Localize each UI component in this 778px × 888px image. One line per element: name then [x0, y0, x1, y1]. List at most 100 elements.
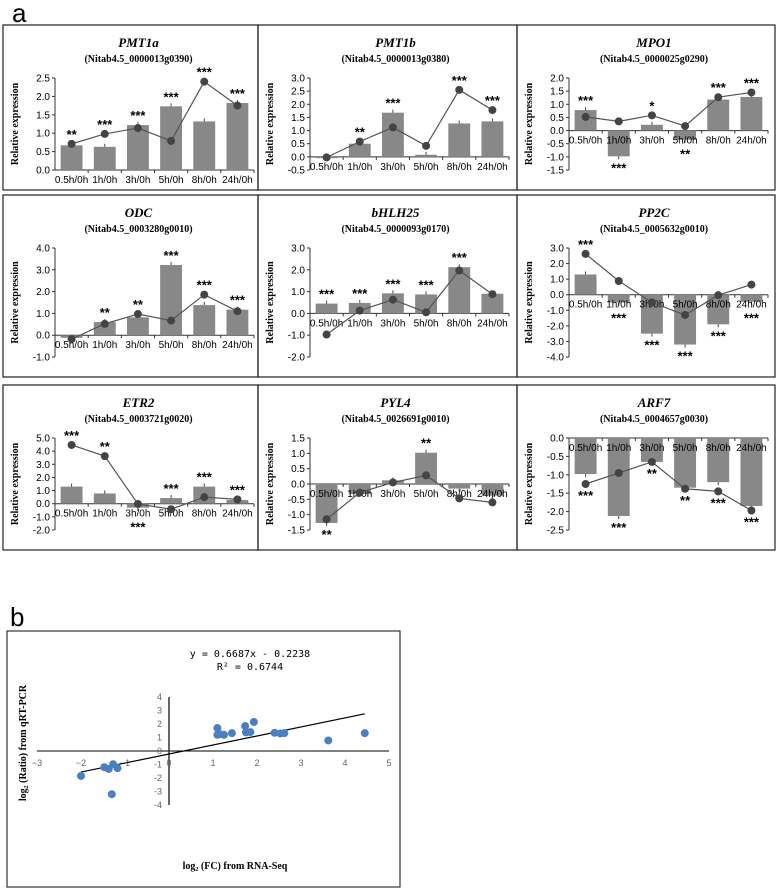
- y-axis-label: Relative expression: [265, 261, 276, 344]
- rnaseq-point: [714, 291, 723, 300]
- y-axis-label: Relative expression: [524, 442, 535, 525]
- significance-label: ***: [611, 311, 627, 326]
- x-axis-label: log₂ (FC) from RNA-Seq: [183, 861, 288, 872]
- x-tick-label: 8h/0h: [192, 340, 217, 351]
- y-tick-label: 1.0: [291, 449, 305, 460]
- rnaseq-line: [326, 269, 493, 336]
- significance-label: ***: [744, 514, 760, 529]
- y-tick-label: -1.0: [547, 152, 565, 163]
- y-tick-label: 1.0: [291, 126, 305, 137]
- significance-label: **: [67, 127, 78, 142]
- y-tick-label: 0: [157, 746, 162, 756]
- y-tick-label: 1.5: [36, 110, 50, 121]
- y-tick-label: 0.0: [36, 499, 50, 510]
- x-tick-label: 3h/0h: [125, 340, 150, 351]
- significance-label: ***: [130, 520, 146, 535]
- y-tick-label: 4.0: [36, 447, 50, 458]
- bar: [415, 294, 438, 314]
- rnaseq-point: [581, 112, 590, 121]
- x-tick-label: 0: [166, 758, 171, 768]
- x-tick-label: 0.5h/0h: [569, 136, 602, 147]
- x-tick-label: 1h/0h: [606, 136, 631, 147]
- y-tick-label: -2.5: [547, 526, 565, 537]
- data-point: [246, 728, 255, 737]
- significance-label: **: [680, 493, 691, 508]
- bar: [193, 121, 216, 170]
- y-tick-label: 2.5: [291, 87, 305, 98]
- y-tick-label: 1.5: [550, 87, 564, 98]
- y-axis-label: Relative expression: [10, 442, 21, 525]
- significance-label: **: [322, 527, 333, 542]
- significance-label: ***: [578, 488, 594, 503]
- rnaseq-point: [100, 129, 109, 138]
- rnaseq-point: [133, 124, 142, 133]
- rnaseq-point: [200, 77, 209, 86]
- y-tick-label: 3.0: [36, 265, 50, 276]
- x-tick-label: 24h/0h: [477, 489, 508, 500]
- panel-label-b: b: [10, 602, 24, 632]
- bar-line-chart-odc: ODC (Nitab4.5_0003280g0010) Relative expre…: [2, 194, 259, 378]
- x-tick-label: 24h/0h: [477, 162, 508, 173]
- significance-label: ***: [163, 89, 179, 104]
- y-tick-label: 0.5: [550, 113, 564, 124]
- data-point: [227, 729, 236, 738]
- x-tick-label: 5h/0h: [673, 136, 698, 147]
- chart-title: ODC: [125, 205, 153, 220]
- significance-label: ***: [578, 93, 594, 108]
- significance-label: ***: [711, 80, 727, 95]
- x-tick-label: 0.5h/0h: [310, 318, 343, 329]
- significance-label: ***: [644, 338, 660, 353]
- rnaseq-line: [71, 80, 238, 145]
- y-axis-label: Relative expression: [524, 82, 535, 165]
- y-tick-label: -1.5: [288, 526, 306, 537]
- significance-label: ***: [64, 428, 80, 443]
- y-tick-label: 0.0: [291, 309, 305, 320]
- x-tick-label: 3h/0h: [125, 175, 150, 186]
- y-tick-label: 1.0: [291, 287, 305, 298]
- chart-title: bHLH25: [372, 205, 420, 220]
- y-tick-label: -3: [154, 787, 162, 797]
- rnaseq-point: [747, 506, 756, 515]
- bar: [674, 294, 697, 345]
- bar: [574, 438, 597, 475]
- data-point: [77, 771, 85, 780]
- rnaseq-point: [133, 310, 142, 319]
- x-tick-label: 1h/0h: [347, 318, 372, 329]
- rnaseq-point: [488, 106, 497, 115]
- rnaseq-point: [167, 316, 176, 325]
- y-tick-label: -1.0: [288, 331, 306, 342]
- y-tick-label: 1.0: [550, 100, 564, 111]
- rnaseq-point: [681, 484, 690, 493]
- x-tick-label: 1h/0h: [347, 162, 372, 173]
- y-tick-label: 5.0: [36, 434, 50, 445]
- rnaseq-point: [355, 488, 364, 497]
- bar: [160, 498, 183, 504]
- bar-line-chart-arf7: ARF7 (Nitab4.5_0004657g0030) Relative expr…: [516, 384, 776, 551]
- bar: [707, 99, 730, 131]
- significance-label: ***: [452, 250, 468, 265]
- bar: [740, 294, 763, 302]
- y-tick-label: -2.0: [547, 321, 565, 332]
- significance-label: ***: [677, 349, 693, 364]
- bar-line-chart-etr2: ETR2 (Nitab4.5_0003721g0020) Relative expr…: [2, 384, 259, 551]
- x-tick-label: 3h/0h: [639, 136, 664, 147]
- x-tick-label: 1h/0h: [92, 175, 117, 186]
- bar: [160, 265, 183, 336]
- y-tick-label: 1.5: [291, 113, 305, 124]
- data-point: [360, 729, 369, 738]
- y-tick-label: 0.5: [291, 139, 305, 150]
- rnaseq-point: [422, 471, 431, 480]
- bar: [707, 294, 730, 325]
- significance-label: **: [647, 466, 658, 481]
- chart-title: MPO1: [635, 35, 671, 50]
- data-point: [324, 736, 333, 745]
- significance-label: **: [421, 436, 432, 451]
- rnaseq-line: [71, 444, 238, 510]
- rnaseq-point: [355, 306, 364, 315]
- rnaseq-point: [714, 487, 723, 496]
- data-point: [220, 730, 228, 739]
- rnaseq-point: [747, 88, 756, 97]
- x-tick-label: 8h/0h: [447, 318, 472, 329]
- y-axis-label: Relative expression: [10, 261, 21, 344]
- x-tick-label: 1: [210, 758, 215, 768]
